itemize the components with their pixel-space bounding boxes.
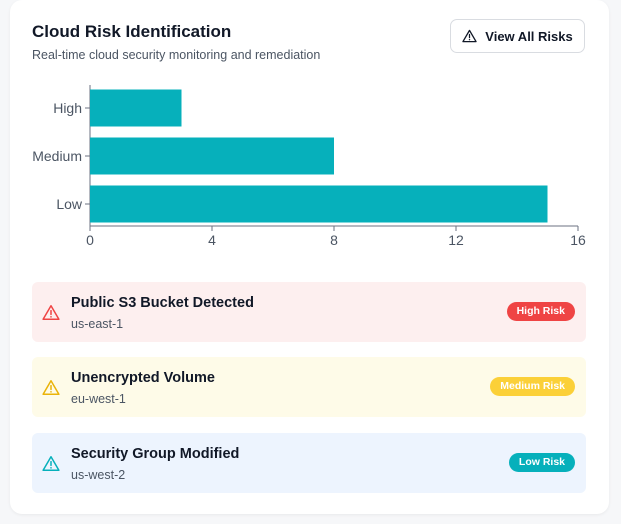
card-subtitle: Real-time cloud security monitoring and …	[32, 48, 321, 62]
risk-badge-medium: Medium Risk	[490, 377, 575, 396]
risk-region: us-west-2	[71, 468, 126, 482]
risk-title: Public S3 Bucket Detected	[71, 295, 254, 311]
x-tick-label: 12	[448, 232, 464, 248]
y-tick-label: Low	[56, 196, 83, 212]
y-tick-label: High	[53, 100, 82, 116]
bar-medium[interactable]	[90, 137, 334, 175]
risk-title: Security Group Modified	[71, 446, 240, 462]
cloud-risk-card: Cloud Risk Identification Real-time clou…	[10, 0, 609, 514]
view-all-risks-label: View All Risks	[485, 28, 573, 44]
bar-low[interactable]	[90, 185, 548, 223]
bar-high[interactable]	[90, 89, 182, 127]
risk-badge-high: High Risk	[506, 302, 575, 321]
x-tick-label: 0	[86, 232, 94, 248]
y-tick-label: Medium	[32, 148, 82, 164]
risk-item-high[interactable]: Public S3 Bucket Detected us-east-1 High…	[32, 282, 586, 342]
warning-triangle-icon	[462, 29, 477, 43]
warning-triangle-icon	[42, 379, 60, 401]
risk-bar-chart: High Medium Low 0 4 8 12 16	[32, 85, 586, 248]
x-tick-label: 4	[208, 232, 216, 248]
warning-triangle-icon	[42, 455, 60, 477]
warning-triangle-icon	[42, 304, 60, 326]
risk-region: us-east-1	[71, 317, 124, 331]
risk-item-low[interactable]: Security Group Modified us-west-2 Low Ri…	[32, 433, 586, 493]
risk-title: Unencrypted Volume	[71, 370, 215, 386]
risk-badge-low: Low Risk	[508, 453, 575, 472]
view-all-risks-button[interactable]: View All Risks	[450, 19, 585, 53]
x-tick-label: 8	[330, 232, 338, 248]
card-title: Cloud Risk Identification	[32, 22, 232, 41]
risk-item-medium[interactable]: Unencrypted Volume eu-west-1 Medium Risk	[32, 357, 586, 417]
x-tick-label: 16	[570, 232, 586, 248]
risk-region: eu-west-1	[71, 392, 126, 406]
